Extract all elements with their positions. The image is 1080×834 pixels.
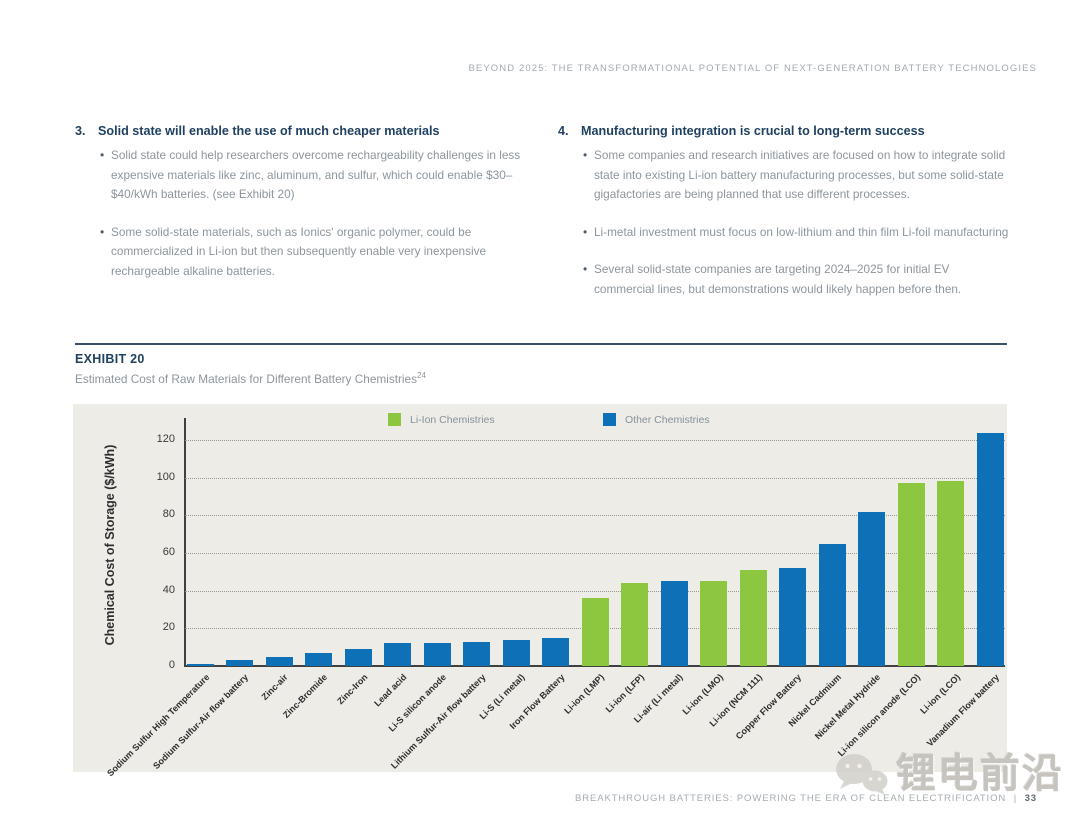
section-3-heading: 3. Solid state will enable the use of mu… bbox=[75, 123, 540, 139]
exhibit-label: EXHIBIT 20 bbox=[75, 352, 145, 366]
gridline-120 bbox=[185, 440, 1005, 442]
bar-zinc-air bbox=[265, 656, 293, 666]
footer-text: BREAKTHROUGH BATTERIES: POWERING THE ERA… bbox=[574, 793, 1007, 804]
y-tick-label: 20 bbox=[162, 621, 175, 634]
y-tick-label: 60 bbox=[162, 546, 175, 559]
exhibit-divider bbox=[75, 343, 1007, 345]
x-axis-label: Zinc-Iron bbox=[334, 672, 370, 707]
section-4: 4. Manufacturing integration is crucial … bbox=[558, 123, 1010, 317]
bullet-text: Some solid-state materials, such as Ioni… bbox=[111, 224, 487, 278]
bullet-item: Several solid-state companies are target… bbox=[583, 260, 1010, 299]
bar-li-s-li-metal- bbox=[502, 639, 530, 666]
bar-lead-acid bbox=[384, 643, 411, 666]
legend-swatch-other-icon bbox=[603, 413, 616, 426]
footnote-reference: 24 bbox=[417, 371, 426, 380]
x-axis-line bbox=[184, 665, 1005, 667]
section-3: 3. Solid state will enable the use of mu… bbox=[75, 123, 540, 299]
bullet-item: Some solid-state materials, such as Ioni… bbox=[100, 223, 540, 282]
gridline-40 bbox=[185, 590, 1005, 592]
page-footer: BREAKTHROUGH BATTERIES: POWERING THE ERA… bbox=[200, 793, 1037, 804]
bar-iron-flow-battery bbox=[542, 637, 569, 666]
section-4-title: Manufacturing integration is crucial to … bbox=[581, 124, 925, 138]
exhibit-title-text: Estimated Cost of Raw Materials for Diff… bbox=[75, 371, 418, 386]
y-tick-label: 100 bbox=[156, 470, 175, 483]
bullet-text: Solid state could help researchers overc… bbox=[111, 148, 521, 201]
x-axis-label: Li-ion (LMP) bbox=[562, 672, 607, 716]
x-axis-label: Vanadium Flow battery bbox=[924, 672, 1002, 749]
bullet-item: Solid state could help researchers overc… bbox=[100, 146, 540, 205]
bar-vanadium-flow-battery bbox=[976, 432, 1004, 666]
section-4-heading: 4. Manufacturing integration is crucial … bbox=[558, 123, 1010, 139]
bar-li-air-li-metal- bbox=[660, 581, 688, 666]
watermark-text: 锂电前沿 bbox=[896, 752, 1064, 796]
legend-label-other: Other Chemistries bbox=[625, 413, 710, 426]
exhibit-chart: Li-Ion Chemistries Other Chemistries Che… bbox=[73, 404, 1007, 778]
bar-zinc-iron bbox=[344, 649, 372, 666]
bar-nickel-metal-hydride bbox=[858, 511, 885, 666]
wechat-bubbles-icon bbox=[836, 754, 888, 795]
x-axis-label: Li-ion silicon anode (LCO) bbox=[835, 672, 923, 759]
bar-li-ion-lmp- bbox=[581, 598, 609, 666]
bar-li-ion-lmo- bbox=[700, 581, 727, 666]
bar-zinc-bromide bbox=[305, 652, 332, 666]
section-4-number: 4. bbox=[558, 124, 569, 138]
bar-li-ion-lco- bbox=[937, 481, 964, 666]
footer-separator: | bbox=[1013, 793, 1018, 804]
bar-nickel-cadmium bbox=[818, 543, 846, 666]
x-axis-label: Li-ion (LFP) bbox=[603, 672, 646, 715]
watermark: 锂电前沿 bbox=[832, 750, 1064, 798]
legend-item-li-ion: Li-Ion Chemistries bbox=[388, 413, 495, 426]
y-tick-label: 40 bbox=[162, 583, 175, 596]
legend-label-li-ion: Li-Ion Chemistries bbox=[410, 413, 495, 426]
bar-lithium-sulfur-air-flow-battery bbox=[463, 641, 490, 666]
bullet-item: Some companies and research initiatives … bbox=[583, 146, 1010, 205]
bar-li-ion-silicon-anode-lco- bbox=[897, 483, 925, 666]
gridline-60 bbox=[185, 553, 1005, 555]
bar-li-ion-ncm-111- bbox=[739, 569, 767, 666]
y-tick-label: 80 bbox=[162, 508, 175, 521]
gridline-80 bbox=[185, 515, 1005, 517]
bullet-text: Some companies and research initiatives … bbox=[594, 148, 1006, 201]
bullet-text: Li-metal investment must focus on low-li… bbox=[594, 224, 1009, 239]
section-3-bullets: Solid state could help researchers overc… bbox=[100, 146, 540, 281]
y-tick-label: 0 bbox=[168, 659, 175, 671]
page-number: 33 bbox=[1024, 793, 1037, 804]
exhibit-title: Estimated Cost of Raw Materials for Diff… bbox=[75, 371, 426, 386]
bullet-text: Several solid-state companies are target… bbox=[594, 262, 962, 296]
bar-li-s-silicon-anode bbox=[423, 643, 451, 666]
gridline-100 bbox=[185, 477, 1005, 479]
section-3-number: 3. bbox=[75, 124, 86, 138]
page-header: BEYOND 2025: THE TRANSFORMATIONAL POTENT… bbox=[468, 63, 1037, 74]
legend-item-other: Other Chemistries bbox=[603, 413, 710, 426]
y-tick-label: 120 bbox=[156, 433, 175, 446]
bar-sodium-sulfur-air-flow-battery bbox=[226, 660, 253, 666]
y-axis-line bbox=[184, 418, 186, 667]
legend-swatch-li-ion-icon bbox=[388, 413, 401, 426]
bar-copper-flow-battery bbox=[779, 568, 806, 666]
bar-sodium-sulfur-high-temperature bbox=[186, 664, 214, 666]
plot-area: 0 20 40 60 80 100 120 Sodium Sulfur High Temper… bbox=[73, 404, 1007, 778]
x-axis-label: Zinc-air bbox=[260, 672, 291, 703]
section-3-title: Solid state will enable the use of much … bbox=[98, 124, 440, 138]
bullet-item: Li-metal investment must focus on low-li… bbox=[583, 223, 1010, 243]
x-axis-label: Nickel Metal Hydride bbox=[813, 672, 883, 742]
x-axis-label: Lead acid bbox=[372, 672, 409, 709]
section-4-bullets: Some companies and research initiatives … bbox=[583, 146, 1010, 299]
bar-li-ion-lfp- bbox=[621, 583, 648, 666]
